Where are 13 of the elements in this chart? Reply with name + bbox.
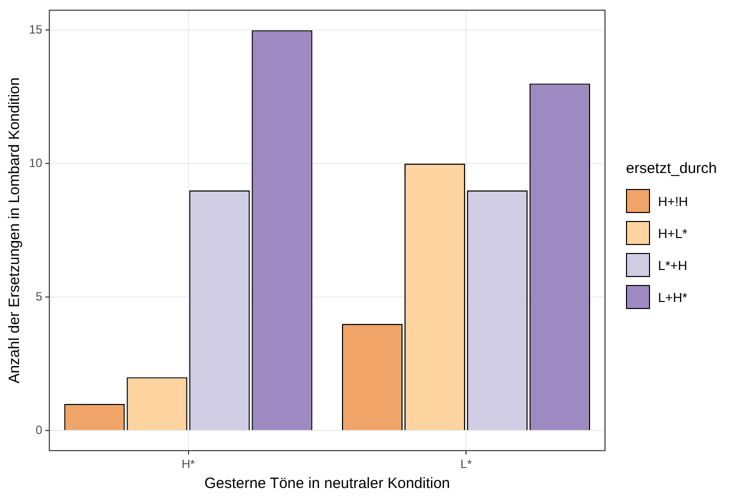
legend-title: ersetzt_durch — [626, 160, 717, 177]
legend-label: H+L* — [658, 226, 688, 240]
x-axis-title: Gesterne Töne in neutraler Kondition — [204, 475, 450, 492]
x-tick-label: H* — [182, 457, 196, 472]
legend-label: H+!H — [658, 194, 688, 208]
x-tick-label: L* — [460, 457, 472, 472]
y-tick-label: 10 — [28, 156, 43, 170]
legend-label: L+H* — [658, 290, 688, 304]
y-tick-label: 15 — [28, 22, 43, 37]
y-axis-title: Anzahl der Ersetzungen in Lombard Kondition — [6, 77, 24, 384]
y-tick-label: 5 — [36, 289, 43, 304]
legend-label: L*+H — [658, 258, 688, 272]
y-tick-label: 0 — [36, 422, 43, 437]
